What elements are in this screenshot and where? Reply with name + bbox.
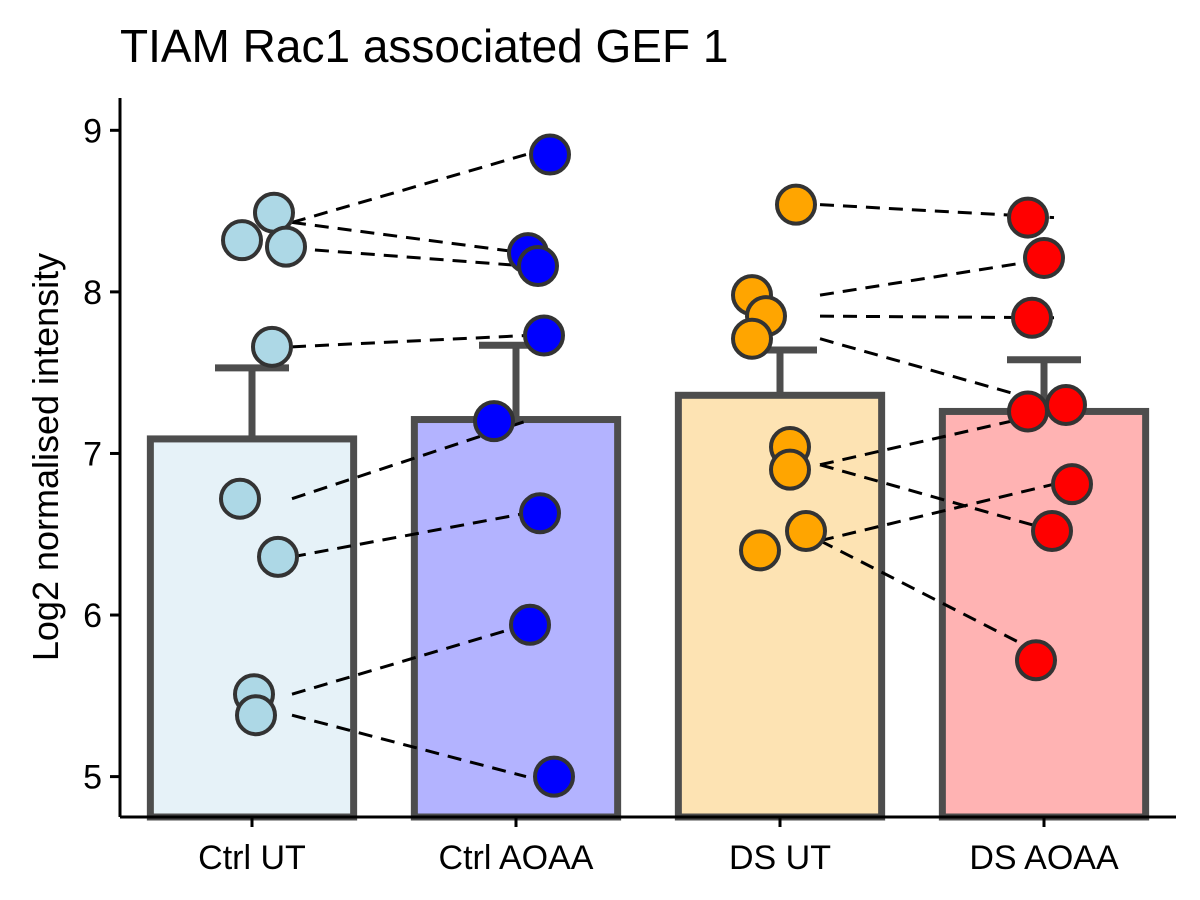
data-point (473, 400, 515, 443)
points-layer (219, 133, 1093, 798)
y-tick-label: 8 (83, 274, 102, 312)
paired-line (819, 409, 1055, 467)
paired-line (291, 713, 527, 779)
data-point (1031, 510, 1073, 553)
paired-line (819, 463, 1055, 533)
data-point (235, 694, 277, 737)
y-tick-label: 6 (83, 597, 102, 635)
data-point (1015, 639, 1057, 682)
data-point (739, 529, 781, 572)
data-point (769, 448, 811, 491)
data-point (1023, 236, 1065, 279)
data-point (251, 325, 293, 368)
y-tick-label: 5 (83, 759, 102, 797)
data-point (529, 133, 571, 176)
data-point (785, 510, 827, 553)
paired-line (819, 337, 1055, 407)
paired-line (291, 246, 527, 268)
data-point (1045, 383, 1087, 426)
x-ticks: Ctrl UT Ctrl AOAA DS UT DS AOAA (198, 817, 1119, 877)
data-point (1007, 390, 1049, 433)
data-point (517, 245, 559, 288)
bar (938, 407, 1150, 821)
y-tick-label: 7 (83, 435, 102, 473)
x-tick-label: Ctrl AOAA (439, 839, 594, 877)
data-point (265, 225, 307, 268)
data-point (519, 492, 561, 535)
paired-line (291, 220, 527, 255)
paired-line (819, 482, 1055, 543)
paired-line (291, 511, 527, 559)
data-point (533, 755, 575, 798)
paired-line (291, 334, 527, 349)
data-point (219, 477, 261, 520)
data-point (775, 183, 817, 226)
data-point (731, 317, 773, 360)
x-tick-label: Ctrl UT (198, 839, 306, 877)
y-tick-label: 9 (83, 112, 102, 150)
data-point (1051, 463, 1093, 506)
data-point (221, 219, 263, 262)
bars-layer (146, 391, 1150, 821)
y-ticks: 5 6 7 8 9 (83, 112, 120, 797)
y-axis-label: Log2 normalised intensity (25, 253, 66, 661)
data-point (257, 535, 299, 578)
data-point (1007, 196, 1049, 239)
paired-line (819, 539, 1055, 662)
data-point (523, 314, 565, 357)
paired-lines-layer (291, 153, 1055, 779)
data-point (509, 603, 551, 646)
paired-line (819, 256, 1055, 297)
x-tick-label: DS AOAA (969, 839, 1119, 877)
paired-line (291, 419, 527, 501)
paired-line (291, 623, 527, 696)
paired-line (291, 153, 527, 224)
chart-title: TIAM Rac1 associated GEF 1 (120, 20, 728, 72)
x-tick-label: DS UT (729, 839, 831, 877)
data-point (1011, 296, 1053, 339)
